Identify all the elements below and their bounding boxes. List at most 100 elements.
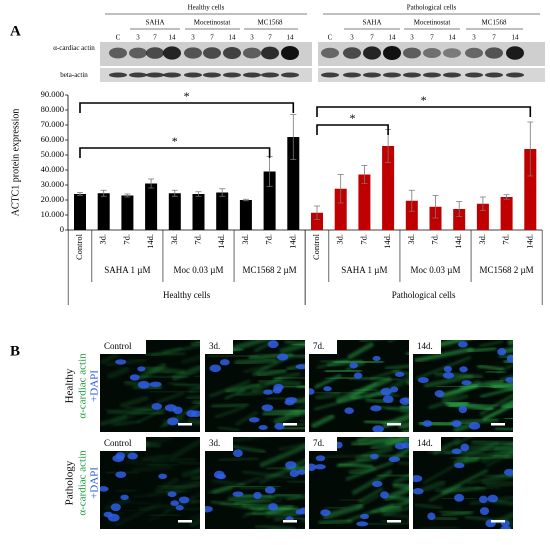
panel-label-bg <box>413 437 441 451</box>
nucleus <box>380 387 392 396</box>
lane-label: 14 <box>229 34 237 42</box>
counterstain-label: +DAPI <box>89 370 101 402</box>
actin-fiber <box>208 379 251 398</box>
nucleus <box>349 362 358 369</box>
blot-band <box>203 72 221 78</box>
micrograph-content <box>309 437 409 527</box>
x-tick-label: 7d. <box>358 234 368 245</box>
actin-fiber <box>144 350 186 358</box>
micrograph-content <box>414 340 513 432</box>
micrograph: 3d. <box>205 437 305 529</box>
significance-bracket <box>79 147 271 158</box>
blot-band <box>403 72 421 78</box>
nucleus <box>370 405 382 412</box>
actin-fiber <box>264 505 287 520</box>
actin-fiber <box>218 456 259 462</box>
actin-fiber <box>376 405 409 413</box>
row-label: Pathology <box>64 460 76 505</box>
actin-fiber <box>324 504 347 512</box>
nucleus <box>413 475 423 483</box>
micrograph-content <box>100 340 200 429</box>
actin-fiber <box>284 340 305 347</box>
nucleus <box>261 404 274 412</box>
actin-fiber <box>420 479 446 494</box>
blot-band <box>261 72 279 78</box>
panel-label: 3d. <box>209 438 220 448</box>
treatment-label: SAHA <box>145 19 164 27</box>
nucleus <box>115 359 127 365</box>
lane-label: 3 <box>350 34 354 42</box>
blot-band <box>465 72 483 78</box>
actin-fiber <box>188 514 200 521</box>
treatment-label: Moc 0.03 µM <box>411 265 461 275</box>
bar <box>239 200 252 230</box>
actin-fiber <box>124 405 161 412</box>
blot-band <box>423 72 441 78</box>
lane-label: C <box>116 34 121 42</box>
actin-fiber <box>149 389 200 394</box>
actin-fiber <box>434 370 483 380</box>
treatment-label: Moc 0.03 µM <box>174 265 224 275</box>
y-tick-label: 80.000 <box>41 104 64 114</box>
actin-fiber <box>187 416 200 424</box>
blot-band <box>343 72 361 78</box>
nucleus <box>370 453 379 460</box>
blot-band <box>403 47 421 59</box>
actin-fiber <box>186 395 200 401</box>
actin-fiber <box>138 362 167 381</box>
x-tick-label: 14d. <box>287 234 297 249</box>
actin-fiber <box>113 501 162 528</box>
nucleus <box>285 397 298 404</box>
error-bar <box>171 189 178 197</box>
actin-fiber <box>454 437 473 447</box>
actin-fiber <box>280 425 305 432</box>
actin-fiber <box>499 374 513 383</box>
nucleus <box>451 420 462 428</box>
actin-fiber <box>291 352 305 359</box>
blot-band <box>343 47 361 59</box>
actin-fiber <box>485 480 513 489</box>
counterstain-label: +DAPI <box>89 467 101 499</box>
lane-label: 7 <box>268 34 272 42</box>
micrograph: Control <box>100 437 200 529</box>
bar <box>121 195 134 230</box>
scale-bar <box>178 423 192 426</box>
error-bar <box>361 165 368 184</box>
actin-fiber <box>469 403 498 408</box>
nucleus <box>401 442 409 449</box>
y-tick-label: 10.000 <box>41 209 64 219</box>
actin-fiber <box>232 437 268 443</box>
x-tick-label: 7d. <box>192 234 202 245</box>
actin-fiber <box>335 376 392 404</box>
actin-fiber <box>338 461 374 469</box>
nucleus <box>457 341 468 348</box>
blot-band <box>146 47 164 59</box>
nucleus <box>382 395 394 403</box>
actin-fiber <box>156 391 185 404</box>
nucleus <box>110 503 121 512</box>
group-label: Healthy cells <box>163 290 211 300</box>
blot-band <box>109 47 127 59</box>
actin-fiber <box>359 521 409 526</box>
panel-label-bg <box>309 437 337 451</box>
actin-fiber <box>316 357 349 370</box>
nucleus <box>390 386 399 393</box>
panel-label: 3d. <box>209 341 220 351</box>
actin-fiber <box>315 390 341 402</box>
actin-fiber <box>115 419 141 427</box>
scale-bar <box>387 520 401 523</box>
bar <box>311 212 323 230</box>
nucleus <box>253 491 262 500</box>
x-tick-label: 3d. <box>335 234 345 245</box>
micrograph: 14d. <box>413 340 513 432</box>
actin-fiber <box>444 400 494 412</box>
actin-fiber <box>190 497 200 504</box>
nucleus <box>205 506 213 513</box>
nucleus <box>454 493 464 502</box>
actin-fiber <box>188 385 200 394</box>
y-tick-label: 40.000 <box>41 164 64 174</box>
lane-label: 7 <box>492 34 496 42</box>
actin-fiber <box>290 466 305 473</box>
x-tick-label: 3d. <box>169 234 179 245</box>
nucleus <box>219 359 230 366</box>
